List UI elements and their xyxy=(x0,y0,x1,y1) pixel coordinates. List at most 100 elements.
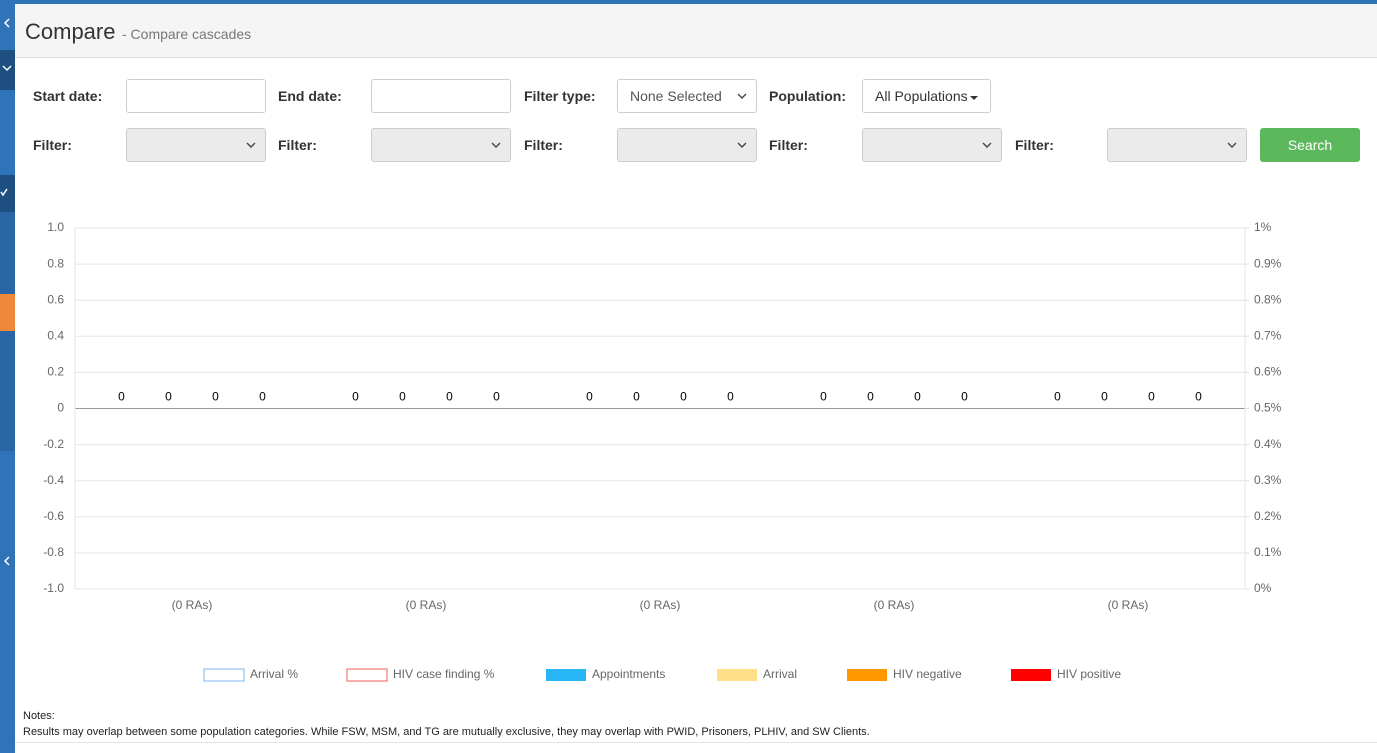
y2-tick-label: 0.6% xyxy=(1254,365,1282,379)
divider xyxy=(15,742,1377,743)
y2-tick-label: 0.9% xyxy=(1254,256,1282,270)
x-tick-label: (0 RAs) xyxy=(172,598,213,612)
population-dropdown[interactable]: All Populations xyxy=(862,79,991,113)
data-label: 0 xyxy=(1195,390,1202,404)
check-icon xyxy=(0,188,8,197)
label: Filter type: xyxy=(524,88,596,104)
y-tick-label: 0.2 xyxy=(47,365,64,379)
chevron xyxy=(737,142,747,148)
y2-tick-label: 0% xyxy=(1254,581,1272,595)
y-tick-label: -0.2 xyxy=(43,437,64,451)
data-label: 0 xyxy=(1054,390,1061,404)
filter-type-select[interactable]: None Selected xyxy=(617,79,757,113)
y2-tick-label: 0.8% xyxy=(1254,292,1282,306)
page-subtitle: - Compare cascades xyxy=(122,26,252,42)
data-label: 0 xyxy=(680,390,687,404)
notes-text: Results may overlap between some populat… xyxy=(23,726,870,738)
header: Compare - Compare cascades xyxy=(15,4,1377,58)
y-tick-label: 0 xyxy=(57,401,64,415)
dropdown-value: All Populations xyxy=(875,88,968,104)
y2-tick-label: 0.2% xyxy=(1254,509,1282,523)
x-tick-label: (0 RAs) xyxy=(406,598,447,612)
expand-icon[interactable] xyxy=(2,64,12,73)
y2-tick-label: 0.4% xyxy=(1254,437,1282,451)
page-title: Compare xyxy=(25,19,116,44)
label: Start date: xyxy=(33,88,103,104)
label: Filter: xyxy=(1015,137,1054,153)
legend-swatch xyxy=(717,669,757,681)
legend-swatch xyxy=(346,668,388,682)
data-label: 0 xyxy=(446,390,453,404)
filter-select[interactable] xyxy=(371,128,511,162)
data-label: 0 xyxy=(1101,390,1108,404)
start-date-input[interactable] xyxy=(126,79,266,113)
y-tick-label: 0.4 xyxy=(47,328,64,342)
data-label: 0 xyxy=(867,390,874,404)
y2-tick-label: 0.7% xyxy=(1254,328,1282,342)
caret xyxy=(970,96,978,100)
label: Filter: xyxy=(278,137,317,153)
legend-label: Arrival xyxy=(763,667,797,681)
y2-tick-label: 1% xyxy=(1254,220,1272,234)
legend-swatch xyxy=(847,669,887,681)
x-tick-label: (0 RAs) xyxy=(640,598,681,612)
data-label: 0 xyxy=(961,390,968,404)
sidebar-item-active[interactable] xyxy=(0,294,15,331)
label: Population: xyxy=(769,88,846,104)
data-label: 0 xyxy=(399,390,406,404)
filter-select[interactable] xyxy=(126,128,266,162)
legend-label: HIV positive xyxy=(1057,667,1121,681)
filter-select[interactable] xyxy=(617,128,757,162)
collapse-icon[interactable] xyxy=(3,18,12,28)
data-label: 0 xyxy=(212,390,219,404)
y-tick-label: -0.6 xyxy=(43,509,64,523)
data-label: 0 xyxy=(1148,390,1155,404)
chevron xyxy=(982,142,992,148)
data-label: 0 xyxy=(118,390,125,404)
legend-label: Appointments xyxy=(592,667,665,681)
notes-title: Notes: xyxy=(23,710,55,722)
filter-select[interactable] xyxy=(1107,128,1247,162)
y2-tick-label: 0.3% xyxy=(1254,473,1282,487)
collapse-icon[interactable] xyxy=(3,556,12,566)
label: End date: xyxy=(278,88,342,104)
legend-label: HIV negative xyxy=(893,667,962,681)
y-tick-label: 0.8 xyxy=(47,256,64,270)
filter-select[interactable] xyxy=(862,128,1002,162)
end-date-input[interactable] xyxy=(371,79,511,113)
legend-swatch xyxy=(203,668,245,682)
y-tick-label: -0.4 xyxy=(43,473,64,487)
top-bar xyxy=(0,0,1377,4)
y2-tick-label: 0.5% xyxy=(1254,401,1282,415)
chevron xyxy=(1227,142,1237,148)
label: Filter: xyxy=(524,137,563,153)
chevron xyxy=(737,93,747,99)
chevron xyxy=(246,142,256,148)
sidebar-item[interactable] xyxy=(0,331,15,451)
y-tick-label: 0.6 xyxy=(47,292,64,306)
sidebar-item[interactable] xyxy=(0,212,15,294)
x-tick-label: (0 RAs) xyxy=(874,598,915,612)
label: Filter: xyxy=(33,137,72,153)
data-label: 0 xyxy=(352,390,359,404)
chevron xyxy=(491,142,501,148)
search-button[interactable]: Search xyxy=(1260,128,1360,162)
legend-swatch xyxy=(1011,669,1051,681)
y-tick-label: 1.0 xyxy=(47,220,64,234)
y-tick-label: -0.8 xyxy=(43,545,64,559)
data-label: 0 xyxy=(165,390,172,404)
data-label: 0 xyxy=(820,390,827,404)
data-label: 0 xyxy=(727,390,734,404)
data-label: 0 xyxy=(493,390,500,404)
legend-swatch xyxy=(546,669,586,681)
sidebar-item[interactable] xyxy=(0,175,15,212)
data-label: 0 xyxy=(633,390,640,404)
legend-label: Arrival % xyxy=(250,667,298,681)
x-tick-label: (0 RAs) xyxy=(1108,598,1149,612)
y-tick-label: -1.0 xyxy=(43,581,64,595)
data-label: 0 xyxy=(586,390,593,404)
select-value: None Selected xyxy=(630,88,722,104)
sidebar xyxy=(0,0,15,753)
